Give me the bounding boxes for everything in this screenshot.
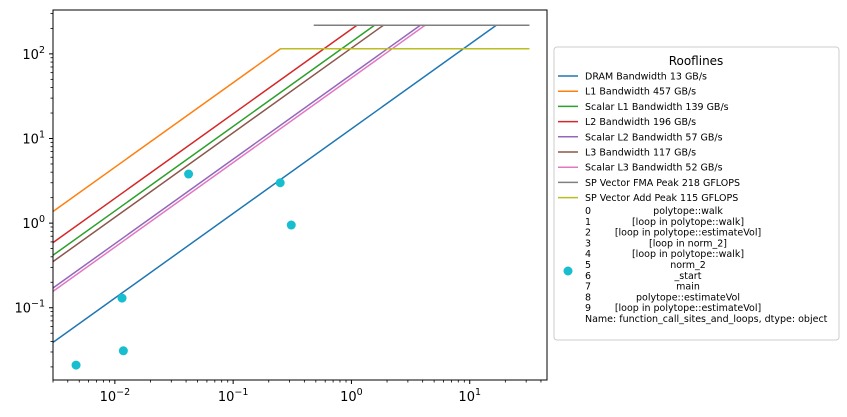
roofline-line-2 [52, 24, 375, 256]
legend-scatter-label-5: norm_2 [670, 260, 706, 271]
y-tick-label-3: 102 [22, 45, 45, 63]
y-axis: 10−1 100 101 102 [14, 13, 53, 368]
legend-scatter-footer: Name: function_call_sites_and_loops, dty… [585, 314, 828, 325]
legend: Rooflines DRAM Bandwidth 13 GB/s L1 Bandw… [553, 46, 840, 341]
legend-scatter-label-7: main [676, 282, 700, 293]
roofline-line-1 [52, 48, 281, 213]
legend-title: Rooflines [669, 54, 724, 68]
legend-scatter-index-6: 6 [585, 271, 591, 282]
roofline-line-4 [52, 24, 421, 289]
roofline-line-6 [52, 24, 426, 293]
legend-scatter-index-2: 2 [585, 228, 591, 239]
legend-entry-label-8: SP Vector Add Peak 115 GFLOPS [585, 193, 738, 204]
legend-scatter-index-3: 3 [585, 238, 591, 249]
data-point-5 [286, 220, 296, 230]
data-point-1 [117, 293, 127, 303]
legend-scatter-index-0: 0 [585, 206, 591, 217]
roofline-line-0 [52, 24, 497, 343]
legend-scatter-label-8: polytope::estimateVol [636, 292, 740, 303]
x-tick-label-3: 101 [458, 387, 481, 405]
legend-scatter-label-3: [loop in norm_2] [649, 238, 727, 249]
legend-scatter-index-7: 7 [585, 282, 591, 293]
roofline-line-3 [52, 24, 358, 244]
roofline-line-5 [52, 24, 384, 263]
y-tick-label-1: 100 [22, 214, 45, 232]
x-tick-label-1: 10−1 [218, 387, 249, 405]
x-tick-label-0: 10−2 [100, 387, 131, 405]
legend-scatter-label-0: polytope::walk [653, 206, 723, 217]
data-point-2 [118, 346, 128, 356]
legend-scatter-label-4: [loop in polytope::walk] [632, 249, 744, 260]
legend-entry-label-7: SP Vector FMA Peak 218 GFLOPS [585, 178, 740, 189]
x-axis: 10−2 10−1 100 101 [52, 380, 542, 405]
y-tick-label-0: 10−1 [14, 299, 45, 317]
legend-scatter-index-1: 1 [585, 217, 591, 228]
legend-scatter-index-4: 4 [585, 249, 591, 260]
legend-entry-label-1: L1 Bandwidth 457 GB/s [585, 87, 696, 98]
legend-entry-label-5: L3 Bandwidth 117 GB/s [585, 148, 696, 159]
legend-marker-swatch [563, 266, 573, 276]
legend-entry-label-0: DRAM Bandwidth 13 GB/s [585, 72, 707, 83]
plot-points [71, 169, 296, 370]
legend-box [553, 46, 840, 341]
legend-entry-label-4: Scalar L2 Bandwidth 57 GB/s [585, 132, 723, 143]
legend-scatter-label-6: _start [674, 271, 702, 282]
data-point-3 [184, 169, 194, 179]
x-tick-label-2: 100 [340, 387, 363, 405]
y-tick-label-2: 101 [22, 129, 45, 147]
legend-entry-label-3: L2 Bandwidth 196 GB/s [585, 117, 696, 128]
legend-scatter-index-5: 5 [585, 260, 591, 271]
legend-entry-label-6: Scalar L3 Bandwidth 52 GB/s [585, 163, 723, 174]
legend-scatter-index-8: 8 [585, 292, 591, 303]
axes-frame [52, 9, 548, 381]
legend-scatter-label-1: [loop in polytope::walk] [632, 217, 744, 228]
plot-lines [52, 24, 530, 343]
legend-entry-label-2: Scalar L1 Bandwidth 139 GB/s [585, 102, 729, 113]
legend-scatter-label-9: [loop in polytope::estimateVol] [615, 303, 761, 314]
legend-scatter-label-2: [loop in polytope::estimateVol] [615, 228, 761, 239]
legend-scatter-index-9: 9 [585, 303, 591, 314]
legend-entries: DRAM Bandwidth 13 GB/s L1 Bandwidth 457 G… [558, 72, 828, 325]
data-point-0 [71, 360, 81, 370]
data-point-4 [275, 178, 285, 188]
